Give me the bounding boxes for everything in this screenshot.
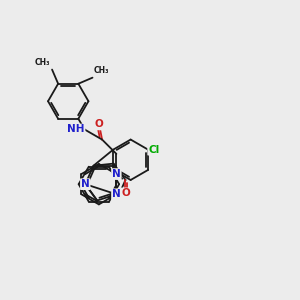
Text: N: N (112, 169, 121, 179)
Text: NH: NH (67, 124, 85, 134)
Text: O: O (95, 119, 103, 129)
Text: CH₃: CH₃ (94, 66, 110, 75)
Text: O: O (121, 188, 130, 198)
Text: N: N (112, 189, 121, 199)
Text: CH₃: CH₃ (35, 58, 51, 67)
Text: Cl: Cl (148, 145, 159, 155)
Text: N: N (81, 179, 90, 189)
